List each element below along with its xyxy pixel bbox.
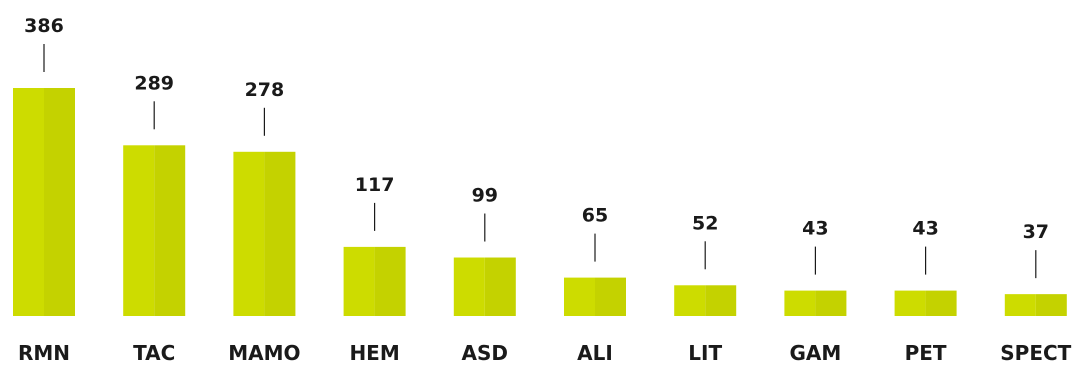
value-label-ali: 65 <box>582 205 608 227</box>
bar-pet-left <box>894 290 926 316</box>
bar-tac-left <box>123 145 155 316</box>
category-label-asd: ASD <box>462 341 508 365</box>
value-label-spect: 37 <box>1023 221 1049 243</box>
value-label-tac: 289 <box>134 72 174 94</box>
category-label-tac: TAC <box>133 341 175 365</box>
category-label-pet: PET <box>905 341 947 365</box>
category-label-ali: ALI <box>577 341 613 365</box>
category-label-gam: GAM <box>790 341 842 365</box>
bar-pet-right <box>925 290 957 316</box>
bar-ali <box>564 277 626 316</box>
category-label-lit: LIT <box>688 341 722 365</box>
category-label-mamo: MAMO <box>228 341 300 365</box>
bar-hem <box>343 246 406 316</box>
bar-spect-right <box>1035 294 1067 316</box>
value-label-lit: 52 <box>692 212 718 234</box>
value-label-gam: 43 <box>802 218 828 240</box>
leader-lines-group <box>43 44 1037 279</box>
bar-rmn-right <box>44 88 75 316</box>
bar-spect <box>1004 294 1067 316</box>
bar-pet <box>894 290 957 316</box>
bar-lit-left <box>674 285 706 316</box>
category-label-spect: SPECT <box>1000 341 1071 365</box>
bar-gam-left <box>784 290 816 316</box>
value-label-hem: 117 <box>355 174 395 196</box>
value-label-mamo: 278 <box>245 79 285 101</box>
bar-gam <box>784 290 847 316</box>
bar-ali-left <box>564 277 595 316</box>
bar-hem-right <box>374 246 406 316</box>
bar-asd-left <box>453 257 485 316</box>
bar-asd-right <box>484 257 516 316</box>
bar-tac <box>123 145 186 316</box>
category-label-rmn: RMN <box>18 341 70 365</box>
bar-hem-left <box>343 246 375 316</box>
bars-group <box>13 88 1067 316</box>
bar-mamo-right <box>264 151 296 316</box>
bar-lit-right <box>705 285 737 316</box>
bar-mamo <box>233 151 296 316</box>
bar-asd <box>453 257 516 316</box>
bar-gam-right <box>815 290 847 316</box>
category-label-hem: HEM <box>349 341 399 365</box>
bar-lit <box>674 285 737 316</box>
bar-mamo-left <box>233 151 265 316</box>
bar-ali-right <box>595 277 626 316</box>
bar-tac-right <box>154 145 186 316</box>
value-label-asd: 99 <box>472 185 498 207</box>
value-labels-group: 386 289 278 117 99 65 52 43 43 37 <box>24 15 1049 243</box>
category-labels-group: RMN TAC MAMO HEM ASD ALI LIT GAM PET SPECT <box>18 341 1072 365</box>
bar-rmn-left <box>13 88 44 316</box>
bar-rmn <box>13 88 75 316</box>
value-label-rmn: 386 <box>24 15 64 37</box>
bar-spect-left <box>1004 294 1036 316</box>
value-label-pet: 43 <box>912 218 938 240</box>
